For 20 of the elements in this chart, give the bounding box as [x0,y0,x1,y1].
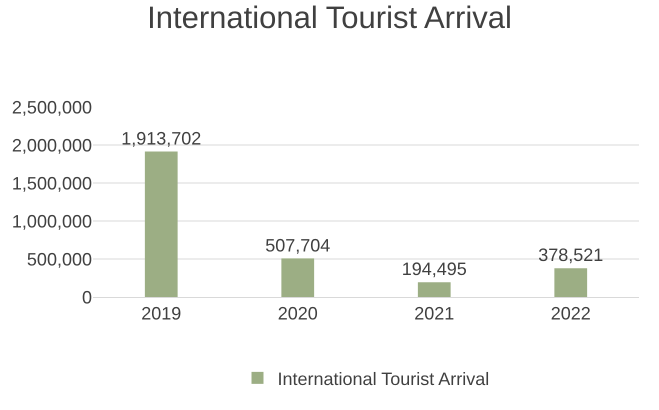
data-label: 194,495 [402,259,467,280]
data-label: 1,913,702 [121,128,202,149]
x-tick-label: 2021 [414,304,454,324]
y-tick-label: 1,500,000 [12,173,92,194]
bar [418,282,451,297]
bar [554,268,588,297]
legend-label: International Tourist Arrival [278,368,490,389]
chart-title: International Tourist Arrival [147,0,512,35]
bar [281,258,314,297]
y-tick-label: 500,000 [26,249,92,270]
x-tick-label: 2020 [278,304,318,324]
bar [144,152,178,297]
x-tick-label: 2022 [550,304,591,324]
data-label: 507,704 [265,235,330,256]
y-tick-label: 0 [82,287,92,308]
y-tick-label: 2,000,000 [12,135,92,156]
y-tick-label: 1,000,000 [12,211,92,232]
data-label: 378,521 [538,245,604,266]
y-tick-label: 2,500,000 [12,97,92,118]
x-tick-label: 2019 [141,304,182,324]
